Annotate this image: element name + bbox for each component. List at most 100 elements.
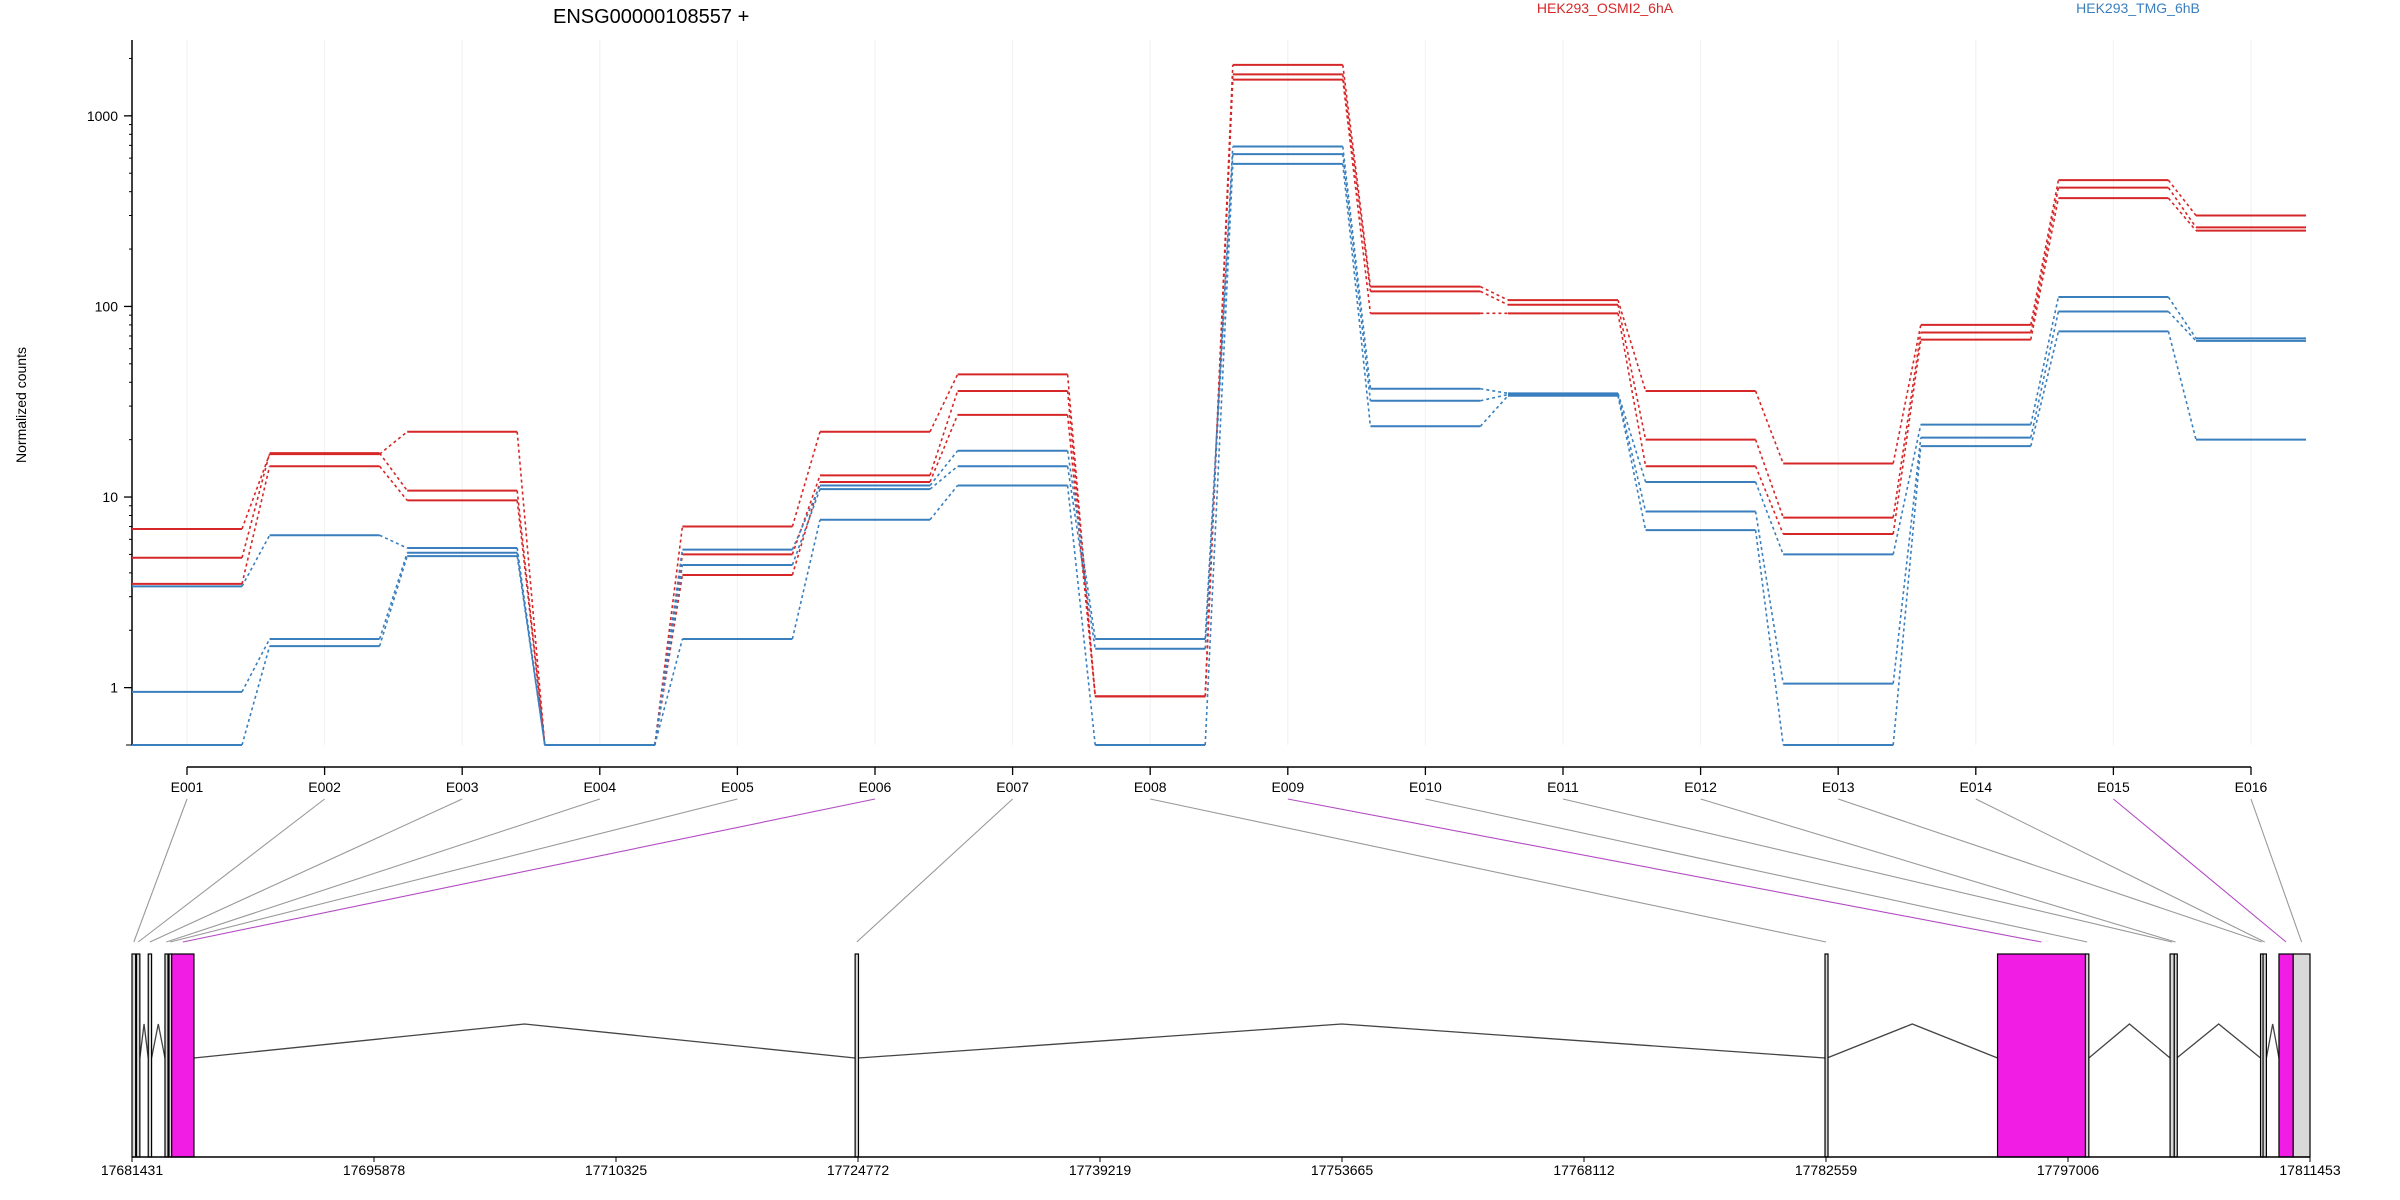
series-connector [1617,304,1647,440]
series-connector [1342,163,1372,427]
connector-E004 [166,798,600,943]
series-connector [516,490,546,746]
y-axis: 1 10 100 1000 [87,40,133,746]
series-connector [1892,446,1922,746]
series-connector [2030,187,2060,333]
series-connector [929,450,959,486]
exon-box-E004 [164,953,169,1158]
exon-box-E014 [2262,953,2267,1158]
x-tick-label-E002: E002 [308,779,341,795]
connector-E011 [1562,798,2173,943]
series-connector [2167,331,2197,440]
genomic-tick-label: 17739219 [1069,1162,1132,1178]
series-connector [2030,311,2060,438]
series-HEK293_TMG_6hB-5 [132,162,2306,746]
series-HEK293_TMG_6hB-4 [132,153,2306,746]
genomic-tick-label: 17681431 [101,1162,164,1178]
series-connector [929,465,959,490]
series-connector [1754,511,1784,684]
series-connector [1754,465,1784,535]
genomic-tick-label: 17724772 [827,1162,890,1178]
series-connector [2030,296,2060,425]
series-connector [516,555,546,746]
series-connector [1892,424,1922,555]
series-connector [1480,387,1509,395]
intron-line [2088,1023,2171,1059]
series-connector [241,534,271,587]
exon-box-E011 [2169,953,2175,1158]
series-connector [241,638,271,693]
series-connector [516,552,546,746]
series-connector [378,555,408,647]
genomic-tick-label: 17782559 [1795,1162,1858,1178]
connector-E003 [149,798,463,943]
series-connector [1480,393,1509,402]
series-connector [791,481,821,576]
genomic-tick-label: 17753665 [1311,1162,1374,1178]
connector-E010 [1425,798,2088,943]
legend-label-tmg: HEK293_TMG_6hB [2076,0,2200,16]
connector-E015 [2113,798,2287,943]
series-connector [791,475,821,555]
y-tick-label: 10 [102,489,118,505]
exon-box-E008 [1824,953,1829,1158]
x-tick-label-E005: E005 [721,779,754,795]
x-tick-label-E015: E015 [2097,779,2130,795]
connector-E014 [1975,798,2265,943]
intron-line [2176,1023,2261,1059]
series-connector [791,488,821,566]
series-connector [2167,187,2197,228]
series-connector [1617,394,1647,512]
series-connector [1066,414,1096,697]
gridlines [186,40,2252,745]
connector-E013 [1838,798,2262,943]
series-connector [1892,339,1922,535]
series-connector [1617,393,1647,483]
series-connector [929,374,959,433]
connector-E001 [133,798,188,943]
series-connector [2167,179,2197,216]
intron-line [150,1023,166,1059]
series-connector [791,485,821,550]
series-connector [379,534,408,549]
exon-box-E015 [2278,953,2294,1158]
series-connector [1892,332,1922,518]
connector-E012 [1700,798,2176,943]
x-tick-label-E016: E016 [2235,779,2268,795]
series-connector [654,638,684,746]
intron-line [139,1023,149,1059]
series-connector [1066,485,1096,746]
series-connector [929,484,959,521]
y-tick-label: 100 [95,298,119,314]
series-connector [1754,439,1784,518]
genomic-tick-label: 17695878 [343,1162,406,1178]
exon-box-E012 [2173,953,2178,1158]
connector-E008 [1150,798,1827,943]
intron-line [858,1023,1826,1059]
series-connector [1754,481,1784,555]
series-connector [241,466,271,585]
connector-E002 [137,798,325,943]
series-connector [1617,299,1647,392]
x-tick-label-E013: E013 [1822,779,1855,795]
genomic-tick-label: 17710325 [585,1162,648,1178]
series-connector [2167,296,2197,339]
series-connector [1342,154,1372,401]
genomic-axis: 17681431 17695878 17710325 17724772 17739219… [101,1156,2341,1178]
exon-box-E009 [1996,953,2087,1158]
series-connector [378,452,408,492]
exon-box-E016 [2292,953,2311,1158]
x-tick-label-E008: E008 [1134,779,1167,795]
connector-E009 [1287,798,2042,943]
series-connector [1066,466,1096,649]
x-tick-label-E003: E003 [446,779,479,795]
series-connector [1754,530,1784,746]
series-connector [2030,331,2060,447]
series-connector [1480,290,1509,306]
genomic-tick-label: 17797006 [2037,1162,2100,1178]
genomic-tick-label: 17768112 [1553,1162,1614,1178]
series-connector [1617,313,1647,467]
series-connector [2030,179,2060,326]
series-connector [929,414,959,483]
connector-E006 [182,798,876,943]
